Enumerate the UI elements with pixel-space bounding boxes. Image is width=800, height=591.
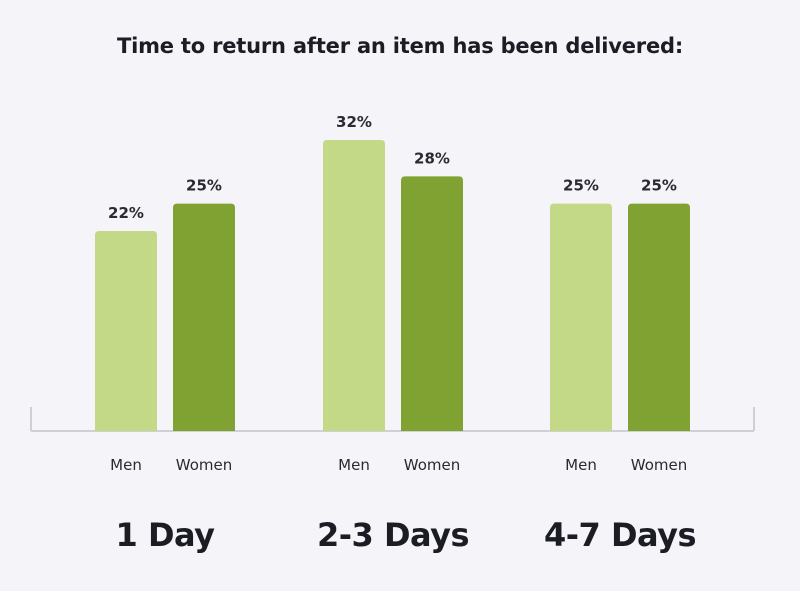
series-tick-label: Women [176, 456, 232, 474]
series-tick-label: Men [338, 456, 370, 474]
series-tick-labels: Men Women Men Women Men Women [110, 456, 687, 474]
chart-title: Time to return after an item has been de… [116, 34, 684, 58]
value-label: 22% [108, 204, 144, 222]
value-label: 25% [641, 177, 677, 195]
value-label: 32% [336, 113, 372, 131]
value-label: 25% [563, 177, 599, 195]
bar-women-1 [173, 203, 235, 431]
series-tick-label: Men [565, 456, 597, 474]
value-labels: 22% 25% 32% 28% 25% 25% [108, 113, 677, 222]
series-tick-label: Women [404, 456, 460, 474]
bar-men-3 [550, 203, 612, 431]
value-label: 25% [186, 177, 222, 195]
bars [95, 140, 690, 431]
bar-women-2 [401, 176, 463, 431]
category-labels: 1 Day 2-3 Days 4-7 Days [116, 516, 697, 554]
series-tick-label: Men [110, 456, 142, 474]
category-label: 4-7 Days [544, 516, 696, 554]
bar-women-3 [628, 203, 690, 431]
category-label: 1 Day [116, 516, 216, 554]
series-tick-label: Women [631, 456, 687, 474]
value-label: 28% [414, 149, 450, 167]
category-label: 2-3 Days [317, 516, 469, 554]
bar-men-2 [323, 140, 385, 431]
bar-men-1 [95, 230, 157, 431]
